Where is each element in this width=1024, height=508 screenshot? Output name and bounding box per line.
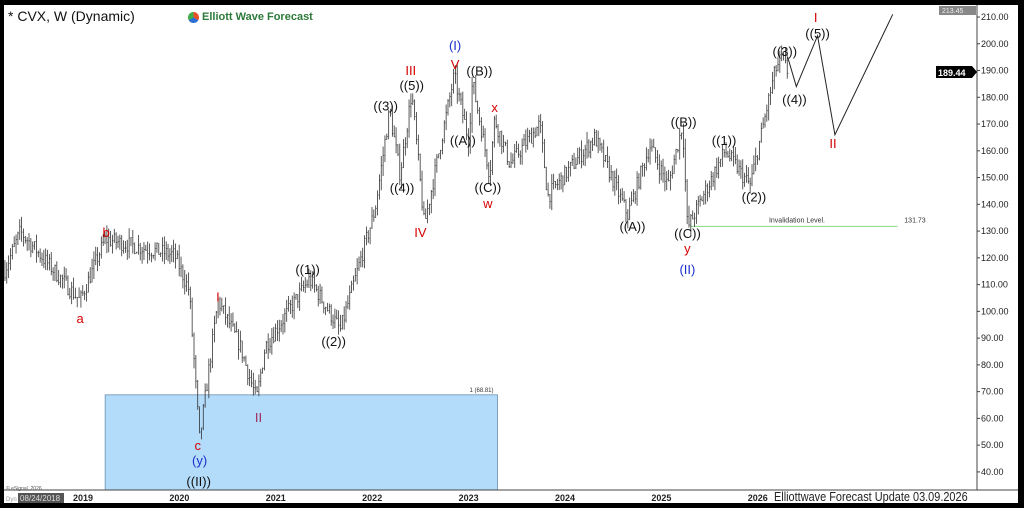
brand-logo: Elliott Wave Forecast — [188, 11, 313, 23]
x-tick-label: 2024 — [555, 493, 575, 503]
brand-logo-icon — [188, 11, 199, 23]
wave-label: (I) — [449, 38, 461, 53]
y-tick-label: 70.00 — [981, 387, 1004, 397]
wave-label: ((A)) — [619, 219, 645, 234]
start-date-badge — [18, 493, 64, 503]
wave-label: y — [684, 241, 691, 256]
wave-label: V — [451, 57, 460, 72]
brand-name: Elliott Wave Forecast — [202, 11, 313, 23]
dyn-label: Dyn — [6, 497, 17, 503]
y-tick-label: 130.00 — [981, 226, 1009, 236]
y-tick-label: 80.00 — [981, 360, 1004, 370]
axis-max-badge — [939, 6, 976, 15]
wave-label: IV — [414, 225, 427, 240]
wave-label: c — [194, 438, 201, 453]
wave-label: ((4)) — [390, 180, 415, 195]
support-box — [104, 394, 498, 491]
invalidation-value: 131.73 — [904, 217, 926, 224]
wave-label: I — [216, 289, 220, 304]
y-tick-label: 180.00 — [981, 92, 1009, 102]
last-price-badge — [936, 66, 977, 79]
x-tick-label: 2020 — [169, 493, 189, 503]
copyright: © eSignal, 2026 — [6, 486, 42, 492]
y-tick-label: 200.00 — [981, 39, 1009, 49]
wave-label: I — [814, 10, 818, 25]
y-tick-label: 90.00 — [981, 333, 1004, 343]
y-tick-label: 190.00 — [981, 66, 1009, 76]
chart-title: * CVX, W (Dynamic) — [8, 8, 135, 24]
y-tick-label: 150.00 — [981, 173, 1009, 183]
wave-label: a — [76, 311, 84, 326]
y-tick-label: 160.00 — [981, 146, 1009, 156]
wave-label: (y) — [192, 453, 207, 468]
y-tick-label: 100.00 — [981, 306, 1009, 316]
projection-path — [787, 14, 894, 137]
wave-label: ((2)) — [742, 189, 767, 204]
wave-label: III — [405, 63, 416, 78]
wave-label: ((4)) — [782, 92, 807, 107]
wave-label: II — [255, 410, 262, 425]
wave-label: ((3)) — [373, 98, 398, 113]
x-tick-label: 2021 — [266, 493, 286, 503]
x-tick-label: 2023 — [459, 493, 479, 503]
wave-label: ((5)) — [805, 26, 830, 41]
y-tick-label: 210.00 — [981, 12, 1009, 22]
x-tick-label: 2022 — [362, 493, 382, 503]
x-tick-label: 2025 — [651, 493, 671, 503]
wave-label: ((II)) — [186, 474, 211, 489]
x-tick-label: 2026 — [748, 493, 768, 503]
wave-label: ((1)) — [712, 133, 737, 148]
wave-label: x — [491, 100, 498, 115]
start-date-label: 08/24/2018 — [20, 494, 61, 503]
wave-label: ((A)) — [450, 133, 476, 148]
y-tick-label: 50.00 — [981, 440, 1004, 450]
last-price-label: 189.44 — [938, 68, 966, 78]
y-tick-label: 60.00 — [981, 413, 1004, 423]
wave-label: ((B)) — [671, 114, 697, 129]
wave-label: ((1)) — [295, 262, 320, 277]
wave-label: ((2)) — [321, 334, 346, 349]
wave-label: II — [829, 136, 836, 151]
support-box-label: 1 (68.81) — [470, 388, 494, 394]
y-tick-label: 170.00 — [981, 119, 1009, 129]
wave-label: ((5)) — [399, 78, 424, 93]
y-tick-label: 140.00 — [981, 199, 1009, 209]
wave-label: b — [103, 225, 110, 240]
wave-label: ((B)) — [466, 64, 492, 79]
update-footer: Elliottwave Forecast Update 03.09.2026 — [774, 489, 968, 504]
wave-label: ((C)) — [475, 180, 502, 195]
x-tick-label: 2019 — [73, 493, 93, 503]
wave-label: ((3)) — [773, 44, 798, 59]
invalidation-label: Invalidation Level. — [769, 217, 825, 224]
wave-label: (II) — [679, 262, 695, 277]
wave-label: ((C)) — [674, 226, 701, 241]
axis-max-label: 213.45 — [942, 8, 964, 15]
wave-label: w — [482, 196, 493, 211]
y-tick-label: 110.00 — [981, 280, 1008, 290]
y-tick-label: 40.00 — [981, 467, 1004, 477]
y-tick-label: 120.00 — [981, 253, 1009, 263]
